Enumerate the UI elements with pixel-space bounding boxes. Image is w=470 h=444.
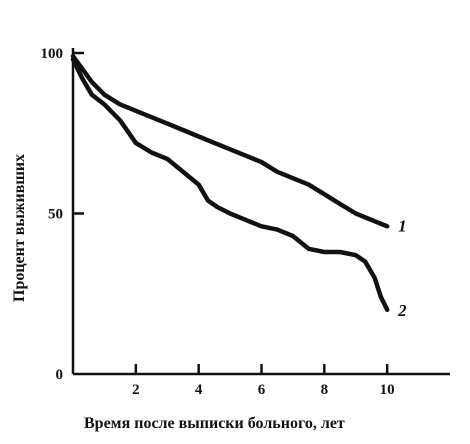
x-tick-label: 10 <box>380 382 395 398</box>
x-tick-label: 8 <box>321 382 329 398</box>
tick-marks <box>73 51 389 374</box>
y-tick-label: 100 <box>41 46 64 62</box>
series-line-2 <box>70 57 390 313</box>
x-tick-label: 6 <box>258 382 266 398</box>
series-labels: 12 <box>397 216 407 319</box>
y-axis-title: Процент выживших <box>11 154 28 302</box>
series-label-1: 1 <box>398 216 407 235</box>
x-tick-label: 4 <box>195 382 203 398</box>
series-label-2: 2 <box>397 301 407 320</box>
series-lines <box>70 53 390 313</box>
y-tick-label: 50 <box>48 207 63 223</box>
series-line-1 <box>70 53 390 229</box>
x-tick-label: 2 <box>132 382 140 398</box>
x-axis-title: Время после выписки больного, лет <box>84 415 345 432</box>
y-tick-label: 0 <box>56 367 64 383</box>
